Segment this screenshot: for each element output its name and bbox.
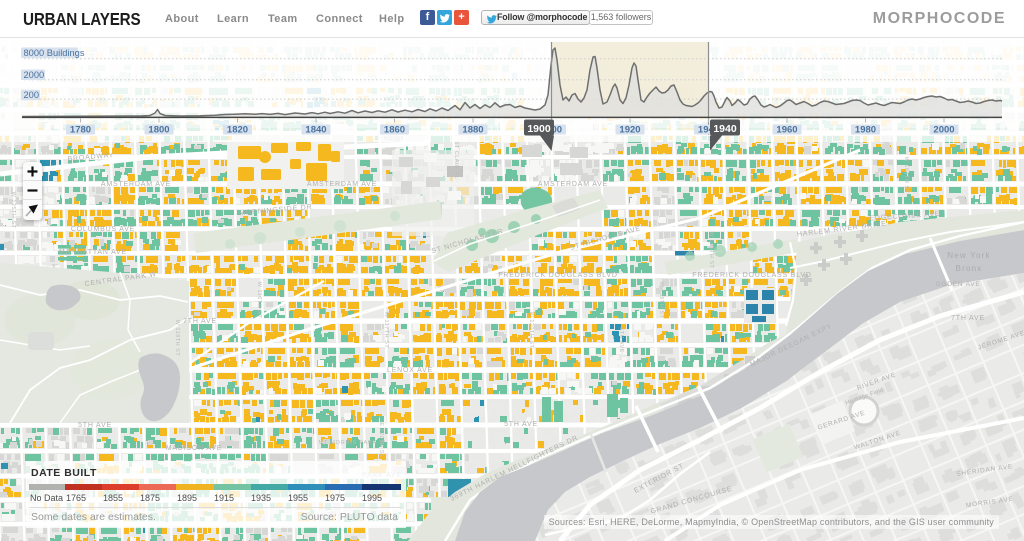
svg-text:5TH AVE: 5TH AVE bbox=[618, 327, 624, 353]
svg-text:MT MORRIS PARK W: MT MORRIS PARK W bbox=[319, 440, 386, 446]
svg-text:5TH AVE: 5TH AVE bbox=[78, 422, 112, 429]
svg-text:OGDEN AVE: OGDEN AVE bbox=[935, 281, 980, 288]
svg-text:EDGECOMBE AVE: EDGECOMBE AVE bbox=[869, 211, 940, 223]
svg-text:W 116TH ST: W 116TH ST bbox=[256, 282, 262, 319]
svg-text:W 125TH ST: W 125TH ST bbox=[10, 192, 16, 229]
svg-text:1940: 1940 bbox=[698, 125, 719, 136]
svg-text:AMSTERDAM AVE: AMSTERDAM AVE bbox=[101, 181, 171, 188]
svg-text:W 139TH ST: W 139TH ST bbox=[658, 282, 664, 319]
svg-text:5TH AVE: 5TH AVE bbox=[504, 421, 538, 428]
svg-text:1980: 1980 bbox=[855, 125, 876, 136]
svg-text:W 117TH ST: W 117TH ST bbox=[383, 312, 389, 349]
svg-text:7TH AVE: 7TH AVE bbox=[951, 315, 985, 322]
svg-text:1840: 1840 bbox=[305, 125, 326, 136]
svg-text:1800: 1800 bbox=[148, 125, 169, 136]
svg-text:ST CLAIR PL: ST CLAIR PL bbox=[453, 141, 459, 179]
svg-text:MADISON AVE: MADISON AVE bbox=[166, 445, 223, 452]
svg-text:Bronx: Bronx bbox=[956, 264, 983, 273]
svg-text:FREDERICK DOUGLASS BLVD: FREDERICK DOUGLASS BLVD bbox=[498, 272, 617, 279]
svg-text:FREDERICK DOUGLASS BLVD: FREDERICK DOUGLASS BLVD bbox=[692, 272, 811, 279]
svg-text:1940: 1940 bbox=[713, 123, 737, 135]
svg-text:7TH AVE: 7TH AVE bbox=[183, 318, 217, 325]
svg-text:1880: 1880 bbox=[462, 125, 483, 136]
svg-text:New York: New York bbox=[947, 251, 990, 260]
svg-text:2000: 2000 bbox=[933, 125, 954, 136]
svg-text:W 120TH ST: W 120TH ST bbox=[528, 312, 534, 349]
svg-text:1900: 1900 bbox=[527, 123, 551, 135]
svg-text:AMSTERDAM AVE: AMSTERDAM AVE bbox=[307, 181, 377, 188]
svg-text:1780: 1780 bbox=[70, 125, 91, 136]
svg-text:1960: 1960 bbox=[776, 125, 797, 136]
svg-text:1820: 1820 bbox=[227, 125, 248, 136]
svg-text:1920: 1920 bbox=[619, 125, 640, 136]
svg-text:BROADWAY: BROADWAY bbox=[67, 152, 114, 163]
svg-text:COLUMBUS AVE: COLUMBUS AVE bbox=[71, 226, 135, 233]
svg-text:E 120TH ST: E 120TH ST bbox=[378, 422, 384, 457]
svg-text:200: 200 bbox=[24, 90, 40, 100]
svg-text:8000 Buildings: 8000 Buildings bbox=[24, 48, 85, 58]
svg-text:1860: 1860 bbox=[384, 125, 405, 136]
svg-text:MANHATTAN AVE: MANHATTAN AVE bbox=[59, 249, 127, 256]
svg-text:W 118TH ST: W 118TH ST bbox=[174, 320, 180, 357]
svg-text:AMSTERDAM AVE: AMSTERDAM AVE bbox=[538, 181, 608, 188]
svg-text:W 145TH ST: W 145TH ST bbox=[708, 232, 714, 269]
svg-text:LENOX AVE: LENOX AVE bbox=[387, 367, 433, 374]
svg-text:2000: 2000 bbox=[24, 70, 45, 80]
svg-text:W 160TH ST: W 160TH ST bbox=[903, 157, 909, 194]
